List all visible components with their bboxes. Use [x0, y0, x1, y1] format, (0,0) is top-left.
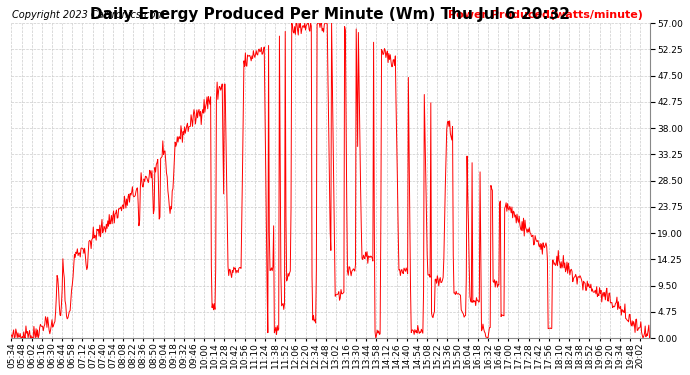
Text: Copyright 2023 Cartronics.com: Copyright 2023 Cartronics.com — [12, 10, 165, 20]
Text: Power Produced(watts/minute): Power Produced(watts/minute) — [448, 10, 643, 20]
Title: Daily Energy Produced Per Minute (Wm) Thu Jul 6 20:32: Daily Energy Produced Per Minute (Wm) Th… — [90, 7, 571, 22]
